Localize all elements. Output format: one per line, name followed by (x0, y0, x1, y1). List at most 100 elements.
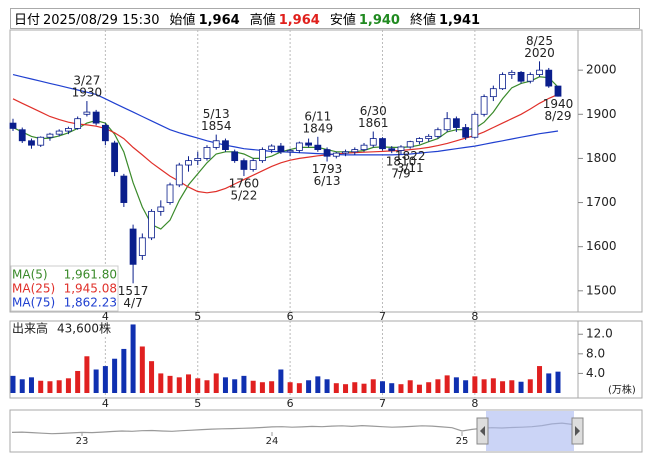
annotation-date: 5/13 (203, 107, 230, 121)
candle-body (508, 71, 516, 75)
candle-body (157, 206, 165, 212)
y-tick-label: 4.0 (586, 366, 605, 380)
candle-body (55, 130, 63, 135)
volume-bar (195, 378, 201, 393)
candle-body (434, 129, 442, 137)
y-tick-label: 2000 (586, 63, 617, 77)
volume-bar (426, 382, 432, 393)
candle-body (295, 142, 303, 151)
candle-body (92, 111, 100, 124)
volume-bar (352, 382, 358, 393)
header: 日付 2025/08/29 15:30 始値 1,964 高値 1,964 安値 1,940 終… (10, 8, 640, 29)
volume-bar (343, 384, 349, 393)
header-item: 始値 1,964 (170, 9, 240, 28)
volume-layer: 4 5 6 7 8 12.0 8.0 4.0(万株) 出来高 43,600株 (10, 321, 636, 410)
navigator-label: 23 (76, 436, 89, 447)
volume-bar (315, 376, 321, 393)
volume-bar (130, 324, 136, 393)
annotation-value: 1822 (395, 149, 426, 163)
header-label: 高値 (249, 13, 276, 28)
volume-bar (278, 369, 284, 393)
x-tick-label: 4 (102, 310, 109, 323)
x-tick-label: 8 (471, 310, 478, 323)
volume-bar (158, 373, 164, 393)
annotation-date: 3/11 (397, 161, 424, 175)
volume-bar (287, 382, 293, 393)
legend-value: 1,862.23 (64, 296, 117, 310)
annotation-date: 6/11 (304, 109, 331, 123)
candle-body (148, 210, 155, 239)
candle-body (212, 140, 220, 148)
volume-bar (213, 373, 219, 393)
volume-bar (167, 375, 173, 393)
volume-bar (306, 380, 312, 393)
annotation-date: 8/25 (526, 34, 553, 48)
candle-body (83, 111, 91, 115)
candle-body (397, 146, 405, 151)
x-tick-label: 6 (287, 397, 294, 410)
header-value: 1,964 (198, 13, 240, 28)
volume-bar (10, 375, 16, 393)
volume-bar (28, 377, 34, 393)
header-value: 2025/08/29 15:30 (43, 13, 160, 28)
annotation-date: 6/30 (360, 104, 387, 118)
handle-arrow (480, 426, 485, 436)
candle-body (28, 140, 35, 146)
volume-bar (47, 381, 53, 393)
annotation-date: 7/9 (391, 167, 410, 181)
navigator-label: 24 (266, 436, 279, 447)
candle-body (286, 150, 294, 153)
volume-bar (269, 381, 275, 393)
candle-body (111, 142, 119, 173)
volume-bar (176, 377, 182, 393)
candle-body (489, 88, 497, 98)
volume-bar (490, 378, 496, 393)
volume-latest: 43,600株 (57, 321, 111, 336)
candle-body (443, 118, 451, 131)
x-tick-label: 7 (379, 310, 386, 323)
y-tick-label: 1900 (586, 107, 617, 121)
candle-body (499, 74, 506, 90)
volume-bar (333, 383, 339, 393)
header-label: 日付 (14, 13, 41, 28)
volume-bar (527, 379, 533, 393)
header-item: 安値 1,940 (330, 9, 400, 28)
volume-bar (186, 374, 192, 393)
volume-bar (463, 380, 469, 393)
legend-name: MA(75) (12, 296, 55, 310)
y-tick-label: 1500 (586, 283, 617, 297)
annotation-value: 1810 (386, 155, 417, 169)
header-item: 高値 1,964 (250, 9, 320, 28)
y-tick-label: 12.0 (586, 327, 613, 341)
header-value: 1,940 (358, 13, 400, 28)
annotation-value: 1861 (358, 116, 389, 130)
candle-body (416, 138, 423, 143)
candle-body (480, 96, 488, 115)
volume-bar (537, 366, 543, 393)
candle-body (129, 228, 137, 265)
candle-body (46, 133, 54, 138)
annotation-date: 5/22 (230, 189, 257, 203)
legend-name: MA(5) (12, 268, 48, 282)
candle-body (259, 149, 266, 162)
candle-body (314, 144, 322, 150)
navigator-selection[interactable] (486, 411, 574, 451)
candle-body (406, 141, 414, 148)
candle-body (526, 74, 534, 82)
candle-body (323, 149, 331, 157)
volume-bar (84, 356, 90, 393)
volume-bar (453, 377, 459, 393)
volume-bar (500, 381, 506, 393)
volume-bar (232, 379, 238, 393)
candle-body (65, 128, 72, 132)
legend-value: 1,945.08 (64, 282, 117, 296)
candle-body (351, 149, 359, 153)
volume-bar (472, 376, 478, 393)
volume-bar (65, 378, 71, 393)
candle-body (74, 118, 82, 129)
header-item: 終値 1,941 (410, 9, 480, 28)
x-tick-label: 6 (287, 310, 294, 323)
legend-value: 1,961.80 (64, 268, 117, 282)
volume-bar (149, 361, 155, 393)
